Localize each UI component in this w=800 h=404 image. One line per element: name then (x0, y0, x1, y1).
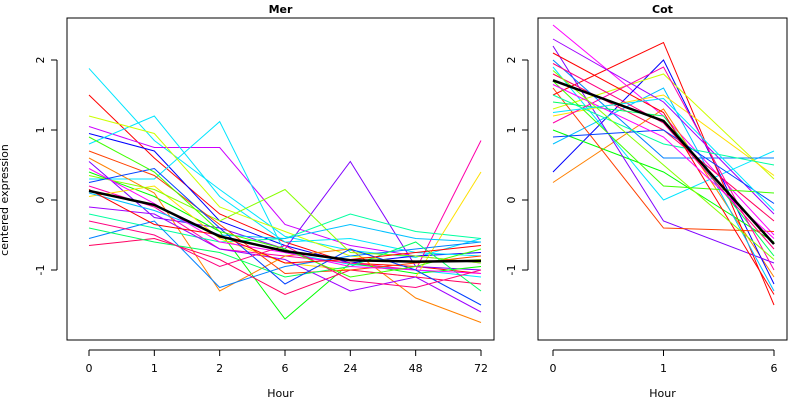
series-line (88, 157, 482, 323)
series-line (552, 101, 775, 257)
mean-line (88, 189, 482, 263)
y-tick-label: 0 (505, 197, 518, 204)
mean-line (552, 79, 775, 245)
y-tick-label: -1 (34, 265, 47, 276)
plot-frame (537, 17, 788, 341)
y-tick-label: 0 (34, 197, 47, 204)
x-tick-label: 1 (660, 362, 667, 375)
series-line (88, 150, 482, 275)
series-line (552, 63, 775, 250)
series-line (552, 52, 775, 295)
chart-title: Cot (652, 3, 673, 16)
series-line (552, 80, 775, 194)
series-line (88, 136, 482, 278)
series-line (552, 87, 775, 292)
x-tick-label: 2 (216, 362, 223, 375)
y-tick-label: 1 (34, 127, 47, 134)
chart-panel-cot: Cot 0 1 6 Hour -1 0 1 2 (505, 3, 788, 400)
series-line (552, 73, 775, 180)
series-line (88, 189, 482, 264)
plot-frame (66, 17, 495, 341)
series-line (88, 167, 482, 306)
series-line (88, 213, 482, 243)
series-line (88, 175, 482, 264)
x-tick-label: 1 (151, 362, 158, 375)
series-line (552, 129, 775, 243)
x-tick-label: 6 (282, 362, 289, 375)
series-line (552, 70, 775, 260)
series-line (88, 171, 482, 320)
series-line (88, 206, 482, 313)
series-line (88, 160, 482, 271)
y-tick-label: 1 (505, 127, 518, 134)
series-line (88, 115, 482, 257)
y-axis-title: centered expression (0, 144, 11, 256)
y-tick-label: -1 (505, 265, 518, 276)
series-line (552, 94, 775, 176)
series-line (552, 94, 775, 166)
series-line (88, 220, 482, 289)
series-line (552, 97, 775, 211)
chart-title: Mer (269, 3, 293, 16)
series-line (88, 133, 482, 264)
series-line (88, 68, 482, 258)
x-tick-label: 24 (343, 362, 357, 375)
x-tick-label: 72 (474, 362, 488, 375)
x-axis-label: Hour (267, 387, 294, 400)
series-line (552, 129, 775, 204)
y-tick-label: 2 (505, 57, 518, 64)
x-axis-label: Hour (649, 387, 676, 400)
series-line (88, 220, 482, 289)
series-line (552, 108, 775, 278)
x-tick-label: 0 (550, 362, 557, 375)
series-line (552, 38, 775, 215)
x-tick-label: 6 (771, 362, 778, 375)
x-tick-label: 48 (409, 362, 423, 375)
series-line (88, 227, 482, 292)
series-line (552, 41, 775, 306)
chart-panel-mer: Mer 0 1 2 6 24 48 72 Hour -1 0 1 2 (34, 3, 495, 400)
y-tick-label: 2 (34, 57, 47, 64)
x-tick-label: 0 (86, 362, 93, 375)
series-line (88, 192, 482, 243)
